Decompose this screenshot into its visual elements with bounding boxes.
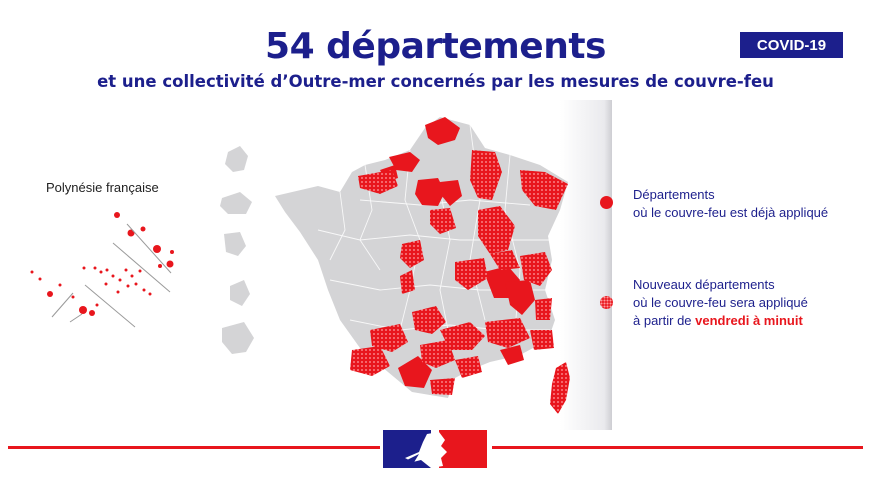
footer-rule-right <box>492 446 863 449</box>
legend-existing-line2: où le couvre-feu est déjà appliqué <box>633 205 829 220</box>
legend-new-emphasis: vendredi à minuit <box>695 313 803 328</box>
legend-existing-line1: Départements <box>633 187 715 202</box>
legend-new-line3-prefix: à partir de <box>633 313 696 328</box>
page-title: 54 départements <box>265 26 606 67</box>
covid-badge: COVID-19 <box>740 32 843 58</box>
polynesia-map <box>30 212 174 328</box>
france-map <box>275 117 570 414</box>
solid-dot-icon <box>600 196 613 209</box>
republic-logo <box>383 430 487 468</box>
logo-red-panel <box>439 430 487 468</box>
page-subtitle: et une collectivité d’Outre-mer concerné… <box>97 72 774 91</box>
legend-new-line3: à partir de vendredi à minuit <box>633 312 863 330</box>
hatched-dot-icon <box>600 296 613 309</box>
legend-new-line2: où le couvre-feu sera appliqué <box>633 295 808 310</box>
marianne-profile-icon <box>405 432 447 468</box>
polynesia-label: Polynésie française <box>46 180 159 195</box>
overseas-territories <box>220 146 254 354</box>
legend-new-line1: Nouveaux départements <box>633 277 775 292</box>
footer-rule-left <box>8 446 380 449</box>
